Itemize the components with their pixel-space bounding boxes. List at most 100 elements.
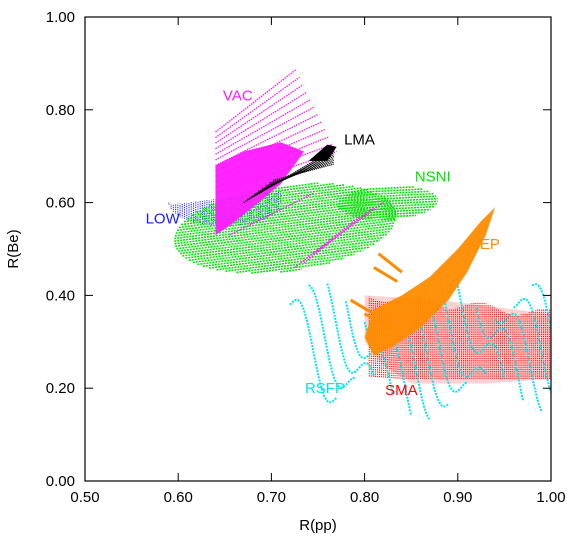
- region-stroke: [338, 200, 438, 208]
- region-stroke: [188, 233, 388, 262]
- region-stroke: [174, 211, 397, 243]
- region-stroke: [326, 283, 375, 377]
- region-stroke: [363, 312, 394, 330]
- region-stroke: [215, 113, 319, 167]
- tick-labels: 0.50 0.60 0.70 0.80 0.90 1.00 0.00 0.20 0.40 0.60…: [46, 9, 566, 506]
- data-regions: [168, 69, 551, 421]
- axis-ticks: [84, 16, 552, 482]
- region-stroke: [176, 219, 397, 250]
- x-tick-label: 0.80: [350, 489, 379, 506]
- region-stroke: [289, 298, 338, 404]
- region-stroke: [361, 214, 417, 219]
- region-stroke: [373, 266, 398, 283]
- region-label-low: LOW: [146, 210, 181, 227]
- region-vep: [349, 207, 496, 356]
- y-tick-label: 0.80: [46, 102, 75, 119]
- region-stroke: [215, 76, 300, 139]
- region-stroke: [243, 148, 335, 204]
- region-stroke: [236, 257, 345, 274]
- region-rsfp: [289, 281, 551, 421]
- region-stroke: [308, 284, 356, 389]
- region-stroke: [280, 268, 302, 273]
- region-area: [308, 144, 337, 161]
- region-stroke: [215, 150, 337, 194]
- region-stroke: [215, 121, 323, 172]
- region-stroke: [201, 187, 362, 210]
- plot-frame: [84, 16, 552, 482]
- x-tick-label: 1.00: [536, 489, 565, 506]
- region-stroke: [349, 298, 375, 316]
- region-stroke: [341, 205, 435, 213]
- region-stroke: [438, 281, 487, 379]
- region-stroke: [215, 99, 311, 155]
- region-vac: [215, 69, 384, 269]
- region-stroke: [175, 204, 393, 234]
- region-stroke: [420, 288, 468, 393]
- region-stroke: [174, 214, 397, 245]
- region-stroke: [475, 307, 524, 401]
- region-stroke: [456, 285, 506, 379]
- region-stroke: [381, 218, 397, 221]
- region-stroke: [251, 262, 331, 274]
- region-stroke: [225, 253, 355, 273]
- region-stroke: [377, 252, 403, 274]
- region-stroke: [216, 249, 363, 271]
- region-label-lma: LMA: [344, 132, 375, 149]
- region-stroke: [265, 159, 335, 187]
- region-stroke: [175, 216, 397, 248]
- region-label-nsni: NSNI: [415, 169, 451, 186]
- region-label-rsfp: RSFP: [305, 380, 345, 397]
- region-lma: [243, 144, 337, 204]
- region-stroke: [215, 69, 297, 133]
- y-tick-label: 0.60: [46, 195, 75, 212]
- y-tick-label: 0.40: [46, 287, 75, 304]
- region-stroke: [185, 230, 390, 259]
- region-stroke: [202, 243, 376, 268]
- region-stroke: [215, 91, 308, 150]
- region-label-vep: VEP: [470, 236, 500, 253]
- region-stroke: [174, 206, 395, 237]
- region-stroke: [215, 136, 330, 183]
- region-stroke: [215, 106, 315, 161]
- region-label-sma: SMA: [385, 382, 418, 399]
- region-stroke: [345, 301, 394, 395]
- region-stroke: [294, 215, 361, 269]
- region-stroke: [338, 197, 438, 205]
- x-tick-label: 0.60: [164, 489, 193, 506]
- y-axis-label: R(Be): [5, 229, 22, 268]
- region-stroke: [341, 192, 434, 200]
- region-stroke: [345, 190, 430, 197]
- region-stroke: [531, 283, 551, 334]
- region-stroke: [182, 227, 393, 257]
- region-stroke: [345, 208, 431, 215]
- region-stroke: [227, 182, 334, 199]
- region-stroke: [339, 203, 437, 210]
- region-stroke: [192, 236, 384, 264]
- region-stroke: [177, 222, 396, 253]
- region-stroke: [215, 84, 304, 144]
- region-stroke: [494, 312, 543, 412]
- region-stroke: [339, 195, 437, 202]
- region-area: [215, 142, 305, 236]
- y-tick-label: 0.00: [46, 473, 75, 490]
- region-stroke: [269, 161, 335, 184]
- x-tick-label: 0.50: [70, 489, 99, 506]
- x-tick-label: 0.90: [443, 489, 472, 506]
- y-tick-label: 1.00: [46, 9, 75, 26]
- region-label-vac: VAC: [223, 88, 253, 105]
- region-area: [364, 207, 496, 356]
- region-stroke: [513, 297, 551, 395]
- region-stroke: [273, 163, 334, 181]
- region-stroke: [229, 192, 314, 236]
- x-axis-label: R(pp): [299, 517, 337, 534]
- x-tick-label: 0.70: [257, 489, 286, 506]
- region-stroke: [174, 208, 396, 240]
- region-stroke: [215, 143, 334, 189]
- region-stroke: [178, 199, 389, 229]
- region-stroke: [312, 202, 384, 255]
- y-tick-label: 0.20: [46, 380, 75, 397]
- region-stroke: [351, 211, 426, 217]
- region-stroke: [197, 239, 380, 266]
- region-labels: LOW VAC LMA NSNI VEP RSFP SMA: [146, 88, 500, 400]
